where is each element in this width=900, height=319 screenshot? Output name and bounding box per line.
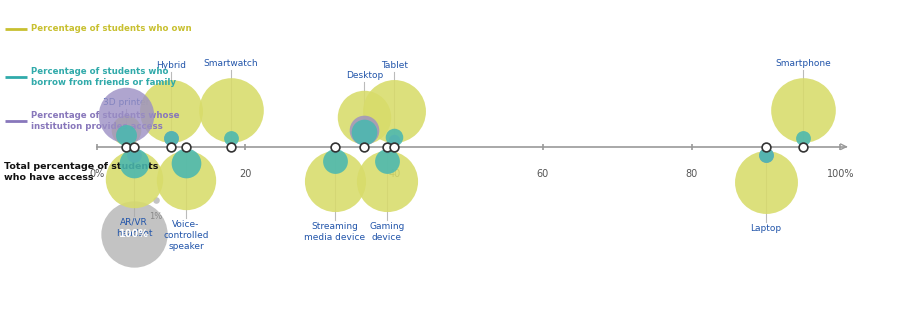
Text: Percentage of students who own: Percentage of students who own bbox=[32, 24, 192, 33]
Point bbox=[93, 144, 107, 149]
Point bbox=[91, 178, 105, 183]
Point bbox=[91, 128, 105, 133]
Point bbox=[91, 161, 105, 166]
Text: 1%: 1% bbox=[149, 212, 163, 221]
Point bbox=[91, 177, 105, 182]
Text: 100%: 100% bbox=[119, 229, 148, 239]
Point bbox=[91, 161, 105, 166]
Point bbox=[91, 132, 105, 137]
Point bbox=[91, 144, 105, 149]
Point bbox=[93, 109, 107, 114]
Point bbox=[93, 144, 107, 149]
Point bbox=[91, 144, 105, 149]
Point bbox=[95, 144, 110, 149]
Point bbox=[91, 198, 105, 203]
Point bbox=[93, 158, 107, 163]
Point bbox=[96, 108, 111, 113]
Point bbox=[93, 128, 107, 133]
Point bbox=[93, 148, 107, 153]
Text: Streaming
media device: Streaming media device bbox=[304, 222, 365, 242]
Text: Total percentage of students
who have access: Total percentage of students who have ac… bbox=[4, 162, 159, 182]
Point bbox=[93, 138, 107, 143]
Point bbox=[91, 136, 105, 141]
Text: 20: 20 bbox=[239, 169, 252, 179]
Point bbox=[92, 136, 106, 141]
Point bbox=[91, 113, 105, 118]
Point bbox=[93, 134, 107, 139]
Point bbox=[93, 179, 107, 184]
Text: Desktop: Desktop bbox=[346, 71, 383, 80]
Point bbox=[93, 114, 107, 119]
Point bbox=[92, 108, 106, 113]
Point bbox=[93, 144, 107, 149]
Point bbox=[92, 144, 106, 149]
Point bbox=[95, 152, 110, 158]
Point bbox=[91, 152, 105, 158]
Text: 60: 60 bbox=[537, 169, 549, 179]
Text: Hybrid: Hybrid bbox=[156, 61, 186, 70]
Text: 100%: 100% bbox=[827, 169, 854, 179]
Text: Smartphone: Smartphone bbox=[776, 59, 832, 68]
Text: Voice-
controlled
speaker: Voice- controlled speaker bbox=[163, 220, 209, 251]
Point bbox=[91, 136, 105, 141]
Point bbox=[91, 144, 105, 149]
Text: Percentage of students whose
institution provides access: Percentage of students whose institution… bbox=[32, 111, 180, 131]
Text: 40: 40 bbox=[388, 169, 400, 179]
Point bbox=[93, 179, 107, 184]
Text: Percentage of students who
borrow from friends or family: Percentage of students who borrow from f… bbox=[32, 66, 176, 87]
Text: Tablet: Tablet bbox=[381, 61, 408, 70]
Text: 3D printer: 3D printer bbox=[104, 98, 149, 107]
Point bbox=[96, 144, 111, 149]
Text: Gaming
device: Gaming device bbox=[369, 222, 404, 242]
Text: Laptop: Laptop bbox=[751, 224, 782, 233]
Text: 0%: 0% bbox=[89, 169, 104, 179]
Text: 80: 80 bbox=[686, 169, 698, 179]
Point bbox=[91, 109, 105, 114]
Point bbox=[93, 130, 107, 135]
Text: Smartwatch: Smartwatch bbox=[203, 59, 258, 68]
Point bbox=[96, 136, 111, 141]
Point bbox=[91, 144, 105, 149]
Point bbox=[95, 180, 110, 185]
Point bbox=[93, 158, 107, 163]
Point bbox=[91, 232, 105, 237]
Text: AR/VR
headset: AR/VR headset bbox=[115, 218, 152, 238]
Point bbox=[93, 148, 107, 153]
Point bbox=[95, 152, 110, 158]
Point bbox=[93, 144, 107, 149]
